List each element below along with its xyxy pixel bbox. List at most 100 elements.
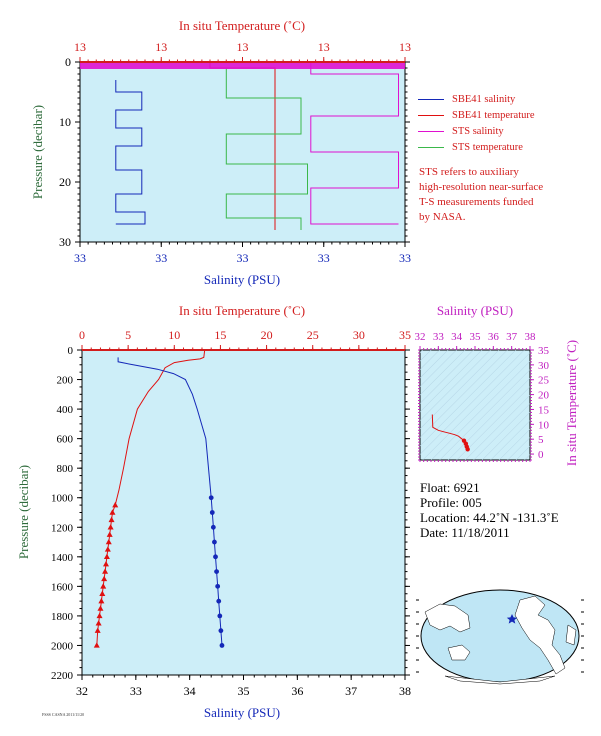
- salinity-point: [209, 510, 215, 515]
- top-tick-label: 13: [155, 40, 167, 54]
- world-map-land-australia: [447, 644, 471, 661]
- ts-temperature-tick-label: 35: [538, 345, 550, 357]
- pressure-tick-label: 2200: [51, 670, 74, 682]
- temperature-tick-label: 0: [79, 328, 85, 342]
- ts-series: [431, 414, 470, 452]
- temperature-point: [99, 590, 106, 596]
- legend-item-sts-salinity: STS salinity: [418, 123, 535, 139]
- ts-salinity-tick-label: 38: [525, 331, 537, 343]
- temperature-point: [94, 627, 101, 633]
- sts-note-line: T-S measurements funded: [419, 196, 534, 208]
- profile-date: Date: 11/18/2011: [420, 525, 510, 540]
- world-map-land-africa: [565, 624, 577, 646]
- near-surface-series: [80, 61, 405, 230]
- temperature-tick-label: 35: [399, 328, 411, 342]
- legend-swatch-sts-salinity: [418, 130, 444, 132]
- bottom-tick-label: 33: [318, 251, 330, 265]
- deep-profile-plot-area: [81, 349, 406, 676]
- series-sbe41-salinity: [115, 80, 146, 225]
- salinity-point: [213, 554, 218, 560]
- salinity-point: [214, 569, 219, 574]
- salinity-tick-label: 36: [291, 684, 303, 698]
- world-map: [416, 589, 584, 685]
- temperature-point: [100, 583, 107, 589]
- temperature-point: [93, 642, 100, 648]
- ts-salinity-tick-label: 36: [488, 331, 500, 343]
- salinity-tick-label: 32: [76, 684, 88, 698]
- temperature-tick-label: 30: [353, 328, 365, 342]
- legend-label-sts-temperature: STS temperature: [452, 141, 523, 153]
- temperature-tick-label: 20: [261, 328, 273, 342]
- sts-note-line: high-resolution near-surface: [419, 181, 544, 193]
- ts-salinity-tick-label: 37: [506, 331, 518, 343]
- bottom-tick-label: 33: [74, 251, 86, 265]
- ts-temperature-ticks: 0 5 10 15 20 25 30 35: [418, 345, 550, 461]
- salinity-point: [218, 628, 224, 634]
- salinity-point: [210, 524, 216, 530]
- temperature-tick-label: 5: [125, 328, 131, 342]
- salinity-point: [212, 539, 217, 545]
- ts-salinity-tick-label: 33: [433, 331, 445, 343]
- legend-label-sbe41-temperature: SBE41 temperature: [452, 109, 535, 121]
- salinity-tick-label: 35: [238, 684, 250, 698]
- ts-top-axis-title: Salinity (PSU): [437, 303, 513, 318]
- float-location: Location: 44.2˚N -131.3˚E: [420, 510, 559, 525]
- sts-surface-band: [80, 63, 405, 69]
- sts-note-line: by NASA.: [419, 211, 466, 223]
- near-surface-top-axis-title: In situ Temperature (˚C): [179, 18, 305, 33]
- deep-profile-top-axis-title: In situ Temperature (˚C): [179, 303, 305, 318]
- pressure-tick-label: 1200: [51, 522, 74, 534]
- salinity-point: [217, 613, 223, 619]
- near-surface-bottom-ticks: 33 33 33 33 33: [74, 242, 411, 265]
- top-tick-label: 13: [74, 40, 86, 54]
- temperature-point: [109, 509, 116, 515]
- world-map-ticks: [416, 599, 584, 673]
- legend-swatch-sts-temperature: [418, 146, 444, 148]
- pressure-tick-label: 0: [68, 345, 74, 357]
- temperature-point: [103, 553, 110, 560]
- pressure-tick-label: 1000: [51, 493, 74, 505]
- pressure-tick-label: 600: [57, 434, 74, 446]
- ts-temperature-tick-label: 30: [538, 360, 550, 372]
- pressure-tick-label: 1800: [51, 611, 74, 623]
- salinity-tick-label: 33: [130, 684, 142, 698]
- pressure-tick-label: 1400: [51, 552, 74, 564]
- near-surface-pressure-ticks: 0 10 20 30: [59, 55, 410, 249]
- salinity-point: [216, 598, 222, 604]
- series-sts-temperature: [225, 68, 308, 230]
- legend-swatch-sbe41-salinity: [418, 98, 444, 100]
- legend: SBE41 salinity SBE41 temperature STS sal…: [418, 91, 535, 155]
- temperature-tick-label: 25: [307, 328, 319, 342]
- float-info: Float: 6921 Profile: 005 Location: 44.2˚…: [420, 480, 559, 540]
- bottom-tick-label: 33: [237, 251, 249, 265]
- legend-item-sts-temperature: STS temperature: [418, 139, 535, 155]
- sts-note: STS refers to auxiliary high-resolution …: [419, 165, 599, 225]
- deep-profile-pressure-ticks: 0 200 400 600 800 1000 1200 1400 1600 1800 2000 220…: [51, 345, 410, 682]
- ts-temperature-tick-label: 10: [538, 419, 550, 431]
- float-id: Float: 6921: [420, 480, 480, 495]
- legend-item-sbe41-temperature: SBE41 temperature: [418, 107, 535, 123]
- ts-salinity-tick-label: 32: [415, 331, 426, 343]
- near-surface-panel: In situ Temperature (˚C) 13 13 13 13 13 33 33…: [30, 18, 411, 287]
- deep-profile-y-axis-title: Pressure (decibar): [16, 465, 31, 559]
- temperature-point: [98, 597, 105, 604]
- ts-salinity-tick-label: 34: [451, 331, 463, 343]
- ts-temperature-tick-label: 15: [538, 404, 550, 416]
- pressure-tick-label: 30: [59, 235, 71, 249]
- pressure-tick-label: 1600: [51, 581, 74, 593]
- temperature-point: [101, 575, 108, 582]
- near-surface-top-ticks: 13 13 13 13 13: [74, 40, 411, 62]
- deep-profile-salinity-ticks: 32 33 34 35 36 37 38: [76, 675, 411, 698]
- near-surface-y-axis-title: Pressure (decibar): [30, 105, 45, 199]
- temperature-tick-label: 10: [168, 328, 180, 342]
- salinity-point: [219, 643, 225, 648]
- temperature-tick-label: 15: [214, 328, 226, 342]
- bottom-tick-label: 33: [399, 251, 411, 265]
- ts-density-contours: [420, 350, 530, 460]
- temperature-point: [102, 568, 109, 574]
- salinity-tick-label: 38: [399, 684, 411, 698]
- top-tick-label: 13: [237, 40, 249, 54]
- salinity-point: [215, 583, 221, 589]
- ts-temperature-tick-label: 5: [538, 434, 544, 446]
